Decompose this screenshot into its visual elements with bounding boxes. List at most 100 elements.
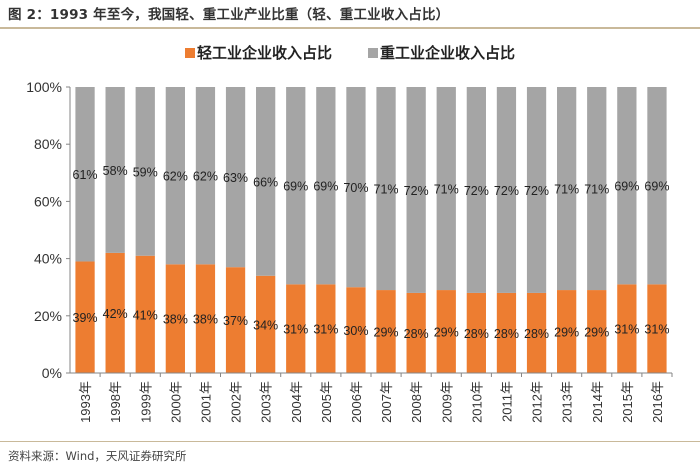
footer-divider xyxy=(0,441,700,442)
bar-heavy-industry xyxy=(165,87,185,265)
data-label-light: 42% xyxy=(103,307,128,321)
bar-heavy-industry xyxy=(587,87,607,291)
data-label-light: 41% xyxy=(133,308,158,322)
x-tick-label: 2015年 xyxy=(620,381,635,423)
bar-heavy-industry xyxy=(406,87,426,293)
bar-light-industry xyxy=(286,284,306,373)
data-label-light: 28% xyxy=(524,327,549,341)
legend-swatch-light xyxy=(184,47,195,58)
x-tick-label: 2010年 xyxy=(469,381,484,423)
data-label-heavy: 71% xyxy=(554,183,579,197)
y-tick-label: 60% xyxy=(34,193,62,209)
data-label-heavy: 71% xyxy=(584,183,609,197)
legend-label-heavy: 重工业企业收入占比 xyxy=(380,44,516,62)
x-tick-label: 1999年 xyxy=(138,381,153,423)
data-label-light: 31% xyxy=(644,323,669,337)
bar-light-industry xyxy=(225,267,246,373)
bar-heavy-industry xyxy=(105,87,125,253)
data-label-heavy: 69% xyxy=(283,180,308,194)
bar-light-industry xyxy=(647,284,667,373)
bar-heavy-industry xyxy=(466,87,486,293)
x-tick-label: 2009年 xyxy=(439,381,454,423)
data-label-heavy: 71% xyxy=(434,183,459,197)
y-axis-tick-labels: 0% 20% 40% 60% 80% 100% xyxy=(26,79,62,381)
data-label-light: 38% xyxy=(193,313,218,327)
bar-light-industry xyxy=(557,290,577,373)
data-label-light: 31% xyxy=(313,323,338,337)
data-label-light: 39% xyxy=(73,311,98,325)
x-tick-label: 2002年 xyxy=(229,381,244,423)
data-label-heavy: 72% xyxy=(464,184,489,198)
bar-heavy-industry xyxy=(346,87,366,288)
data-label-light: 37% xyxy=(223,314,248,328)
x-tick-label: 2007年 xyxy=(379,381,394,423)
data-label-light: 34% xyxy=(253,318,278,332)
data-label-light: 28% xyxy=(494,327,519,341)
bar-light-industry xyxy=(75,261,95,373)
bar-heavy-industry xyxy=(647,87,667,285)
y-tick-label: 0% xyxy=(42,365,62,381)
x-tick-label: 2008年 xyxy=(409,381,424,423)
figure-title: 图 2：1993 年至今，我国轻、重工业产业比重（轻、重工业收入占比） xyxy=(8,7,450,23)
y-tick-label: 20% xyxy=(34,308,62,324)
bar-heavy-industry xyxy=(526,87,547,293)
bar-heavy-industry xyxy=(135,87,155,256)
x-tick-label: 2011年 xyxy=(499,381,514,422)
bar-light-industry xyxy=(165,264,185,373)
data-label-heavy: 61% xyxy=(73,168,98,182)
source-note: 资料来源：Wind，天风证券研究所 xyxy=(8,449,187,463)
x-tick-label: 2001年 xyxy=(198,381,213,423)
stacked-bar-chart: 0% 20% 40% 60% 80% 100% 39% 61% 42% 58% 41% 59% 38%… xyxy=(26,79,673,423)
bar-light-industry xyxy=(436,290,456,373)
bar-heavy-industry xyxy=(376,87,396,291)
data-label-light: 31% xyxy=(283,323,308,337)
x-tick-label: 2014年 xyxy=(590,381,605,423)
bar-heavy-industry xyxy=(256,87,276,276)
x-tick-label: 2012年 xyxy=(530,381,545,423)
x-axis-tick-labels: 1993年 1998年 1999年 2000年 2001年 2002年 2003年 2004年… xyxy=(78,381,665,423)
data-label-heavy: 71% xyxy=(374,183,399,197)
bar-light-industry xyxy=(406,292,426,373)
bar-light-industry xyxy=(105,252,125,373)
bar-light-industry xyxy=(587,290,607,373)
x-tick-label: 2013年 xyxy=(560,381,575,423)
bar-light-industry xyxy=(135,255,155,373)
data-label-heavy: 62% xyxy=(163,170,188,184)
y-tick-label: 40% xyxy=(34,251,62,267)
data-label-light: 30% xyxy=(343,324,368,338)
bar-heavy-industry xyxy=(617,87,637,285)
bar-light-industry xyxy=(256,275,276,373)
bar-heavy-industry xyxy=(225,87,246,268)
axes xyxy=(66,86,673,377)
data-label-heavy: 72% xyxy=(404,184,429,198)
data-label-light: 28% xyxy=(404,327,429,341)
bar-light-industry xyxy=(617,284,637,373)
x-tick-label: 2005年 xyxy=(319,381,334,423)
legend-item-light: 轻工业企业收入占比 xyxy=(184,42,332,63)
bar-heavy-industry xyxy=(75,87,95,262)
data-label-light: 29% xyxy=(374,326,399,340)
chart-legend: 轻工业企业收入占比 重工业企业收入占比 xyxy=(0,42,700,63)
legend-swatch-heavy xyxy=(368,47,378,58)
data-label-heavy: 58% xyxy=(103,164,128,178)
legend-item-heavy: 重工业企业收入占比 xyxy=(368,42,515,63)
data-label-heavy: 72% xyxy=(524,184,549,198)
x-tick-label: 2000年 xyxy=(168,381,183,423)
data-label-heavy: 66% xyxy=(253,175,278,189)
data-label-heavy: 69% xyxy=(313,180,338,194)
data-label-heavy: 63% xyxy=(223,171,248,185)
bar-heavy-industry xyxy=(286,87,306,285)
data-label-heavy: 59% xyxy=(133,165,158,179)
x-tick-label: 1993年 xyxy=(78,381,93,423)
bar-light-industry xyxy=(195,264,216,373)
data-label-light: 28% xyxy=(464,327,489,341)
y-tick-label: 100% xyxy=(26,79,62,95)
title-divider xyxy=(0,27,700,29)
x-tick-label: 2003年 xyxy=(259,381,274,423)
x-tick-label: 2016年 xyxy=(650,381,665,423)
bar-heavy-industry xyxy=(195,87,216,265)
data-label-light: 38% xyxy=(163,313,188,327)
data-label-light: 29% xyxy=(554,326,579,340)
bar-light-industry xyxy=(376,290,396,373)
legend-label-light: 轻工业企业收入占比 xyxy=(196,44,332,62)
